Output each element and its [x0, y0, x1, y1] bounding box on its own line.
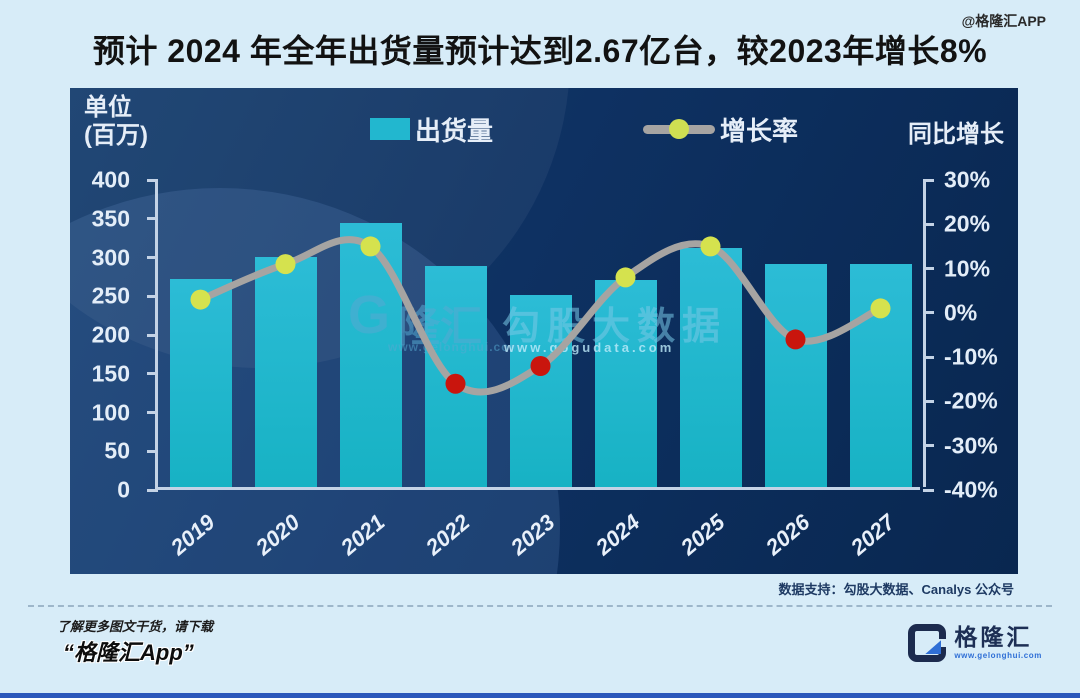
watermark-gogudata-text: 勾股大数据	[502, 306, 728, 348]
shipments-bar-2019	[169, 279, 232, 487]
watermark-gogudata-url: www.gogudata.com	[504, 340, 675, 355]
right-axis-tick-0%: 0%	[944, 299, 978, 326]
left-tick-mark	[147, 294, 158, 298]
growth-point-2020	[275, 254, 296, 275]
growth-legend-label: 增长率	[720, 115, 799, 146]
right-tick-mark	[923, 222, 934, 226]
right-axis-title: 同比增长	[908, 121, 1004, 148]
corner-watermark: @格隆汇APP	[961, 13, 1046, 29]
growth-point-2021	[360, 236, 381, 257]
left-tick-mark	[147, 256, 158, 259]
shipments-bar-2026	[764, 263, 827, 487]
right-axis-tick--30%: -30%	[944, 432, 998, 459]
x-axis-label-2025: 2025	[675, 509, 729, 560]
shipments-bar-2020	[254, 256, 317, 487]
growth-legend-dot-icon	[669, 119, 690, 139]
right-axis-tick--10%: -10%	[944, 343, 998, 370]
right-axis-tick-10%: 10%	[944, 255, 991, 282]
x-axis-label-2024: 2024	[590, 509, 644, 560]
x-axis-label-2026: 2026	[760, 509, 814, 560]
left-tick-mark	[147, 372, 158, 376]
right-tick-mark	[923, 488, 934, 492]
left-axis-tick-100: 100	[91, 399, 130, 425]
left-axis-unit-label: 单位 (百万)	[84, 94, 148, 149]
gelonghui-logo: 格隆汇 www.gelonghui.com	[908, 624, 1042, 662]
right-axis-tick-20%: 20%	[944, 210, 991, 237]
right-axis-tick--20%: -20%	[944, 387, 998, 414]
left-tick-mark	[147, 178, 158, 182]
shipments-bar-2025	[679, 248, 742, 487]
unit-label-line1: 单位	[84, 94, 132, 121]
logo-brand-text: 格隆汇	[954, 624, 1033, 650]
watermark-gelonghui-url: www.gelonghui.com	[388, 340, 522, 354]
shipments-legend-swatch	[370, 118, 410, 140]
chart-panel: 单位 (百万) 出货量 增长率 同比增长 G 隆汇 www.gelonghui.…	[70, 88, 1018, 574]
footer-app-name: “格隆汇App”	[63, 640, 194, 665]
watermark-g-logo: G	[348, 285, 391, 345]
unit-label-line2: (百万)	[84, 121, 148, 149]
growth-point-2025	[700, 236, 721, 257]
left-axis-tick-50: 50	[104, 437, 130, 464]
right-tick-mark	[923, 444, 934, 448]
g-icon-notch	[939, 639, 947, 647]
right-axis-tick--40%: -40%	[944, 476, 998, 503]
shipments-bar-2023	[509, 294, 572, 487]
left-axis-tick-350: 350	[91, 205, 130, 232]
growth-line-chart	[190, 236, 891, 396]
growth-point-2019	[190, 289, 211, 310]
right-tick-mark	[923, 267, 934, 271]
growth-point-2027	[870, 298, 891, 319]
growth-point-2022	[445, 373, 466, 394]
left-tick-mark	[147, 217, 158, 221]
right-axis-line	[923, 180, 926, 487]
right-tick-mark	[923, 355, 934, 359]
gelonghui-g-icon	[908, 624, 947, 662]
left-tick-mark	[147, 411, 158, 414]
plot-area: 400 350 300 250 200 150 100 50 0 30% 20% 10% 0% -10% -…	[92, 167, 998, 560]
data-source-note: 数据支持：勾股大数据、Canalys 公众号	[778, 582, 1014, 597]
left-tick-mark	[147, 449, 158, 453]
right-tick-mark	[923, 399, 934, 403]
footer-promo-text: 了解更多图文干货，请下载	[57, 619, 214, 634]
growth-point-2026	[785, 329, 806, 350]
chart-legend: 出货量 增长率	[370, 114, 798, 146]
right-axis-tick-30%: 30%	[944, 166, 991, 193]
page-title: 预计 2024 年全年出货量预计达到2.67亿台，较2023年增长8%	[92, 33, 988, 69]
left-axis-tick-400: 400	[91, 166, 130, 193]
left-tick-mark	[147, 488, 158, 492]
left-axis-tick-200: 200	[91, 321, 130, 348]
left-axis-tick-150: 150	[91, 360, 130, 387]
shipments-bar-2024	[594, 280, 657, 487]
footer-divider	[28, 605, 1052, 607]
shipments-legend-label: 出货量	[415, 115, 494, 146]
growth-point-2023	[530, 356, 551, 376]
logo-website-url: www.gelonghui.com	[954, 651, 1042, 660]
left-tick-mark	[147, 333, 158, 337]
bottom-accent-strip	[0, 693, 1080, 698]
left-axis-tick-300: 300	[91, 244, 130, 270]
x-axis-label-2027: 2027	[845, 509, 899, 560]
right-tick-mark	[923, 178, 934, 182]
left-axis-tick-250: 250	[91, 282, 130, 309]
right-tick-mark	[923, 311, 934, 315]
growth-point-2024	[615, 267, 636, 288]
growth-legend-marker	[643, 119, 716, 139]
left-axis-tick-0: 0	[117, 476, 130, 503]
